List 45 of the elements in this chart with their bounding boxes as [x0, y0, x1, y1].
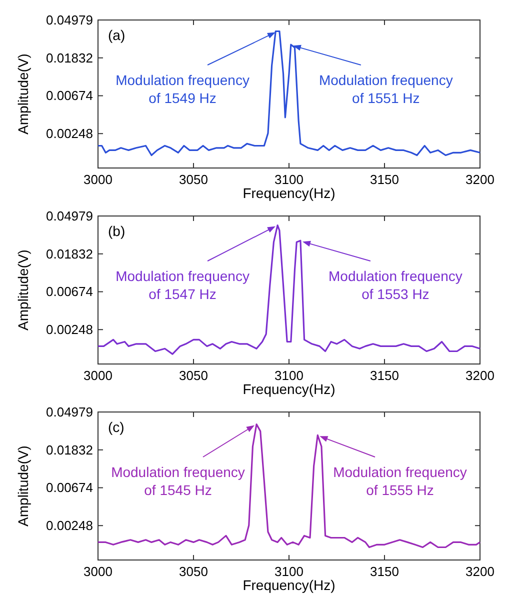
x-axis-title: Frequency(Hz) [242, 185, 336, 201]
x-tick-label: 3100 [274, 564, 304, 579]
y-tick-label: 0.00248 [46, 518, 93, 534]
annotation: Modulation frequency of 1549 Hz [116, 72, 250, 106]
y-tick-label: 0.04979 [46, 404, 93, 420]
annotation: Modulation frequency of 1555 Hz [333, 464, 467, 498]
x-tick-label: 3150 [370, 172, 399, 187]
x-tick-label: 3100 [274, 368, 304, 383]
y-tick-label: 0.00674 [46, 88, 93, 104]
x-tick-label: 3050 [179, 368, 208, 383]
y-tick-label: 0.01832 [46, 246, 93, 262]
x-axis-title: Frequency(Hz) [242, 577, 336, 593]
y-tick-label: 0.00248 [46, 322, 93, 338]
x-tick-label: 3200 [466, 172, 494, 187]
annotation: (a) [108, 27, 126, 43]
x-tick-label: 3200 [466, 368, 494, 383]
y-tick-label: 0.04979 [46, 208, 93, 224]
y-axis-title: Amplitude(V) [15, 54, 31, 134]
line-series [97, 30, 481, 156]
x-tick-label: 3200 [466, 564, 494, 579]
annotation: Modulation frequency of 1545 Hz [111, 464, 245, 498]
y-tick-label: 0.00248 [46, 126, 93, 142]
y-tick-label: 0.00674 [46, 480, 93, 496]
annotation: (c) [108, 419, 124, 435]
x-tick-label: 3100 [274, 172, 304, 187]
y-tick-label: 0.01832 [46, 442, 93, 458]
y-tick-label: 0.00674 [46, 284, 93, 300]
line-series [97, 423, 481, 548]
annotation: Modulation frequency of 1547 Hz [116, 268, 250, 302]
y-axis-title: Amplitude(V) [15, 250, 31, 330]
x-tick-label: 3150 [370, 368, 399, 383]
x-tick-label: 3000 [84, 564, 112, 579]
y-axis-title: Amplitude(V) [15, 446, 31, 526]
line-series [97, 224, 481, 355]
x-tick-label: 3000 [84, 172, 112, 187]
x-tick-label: 3050 [179, 172, 208, 187]
x-tick-label: 3150 [370, 564, 399, 579]
annotation: (b) [108, 223, 126, 239]
y-tick-label: 0.04979 [46, 12, 93, 28]
x-tick-label: 3000 [84, 368, 112, 383]
y-tick-label: 0.01832 [46, 50, 93, 66]
x-tick-label: 3050 [179, 564, 208, 579]
annotation: Modulation frequency of 1551 Hz [318, 72, 453, 106]
annotation: Modulation frequency of 1553 Hz [328, 268, 462, 302]
x-axis-title: Frequency(Hz) [242, 381, 336, 397]
